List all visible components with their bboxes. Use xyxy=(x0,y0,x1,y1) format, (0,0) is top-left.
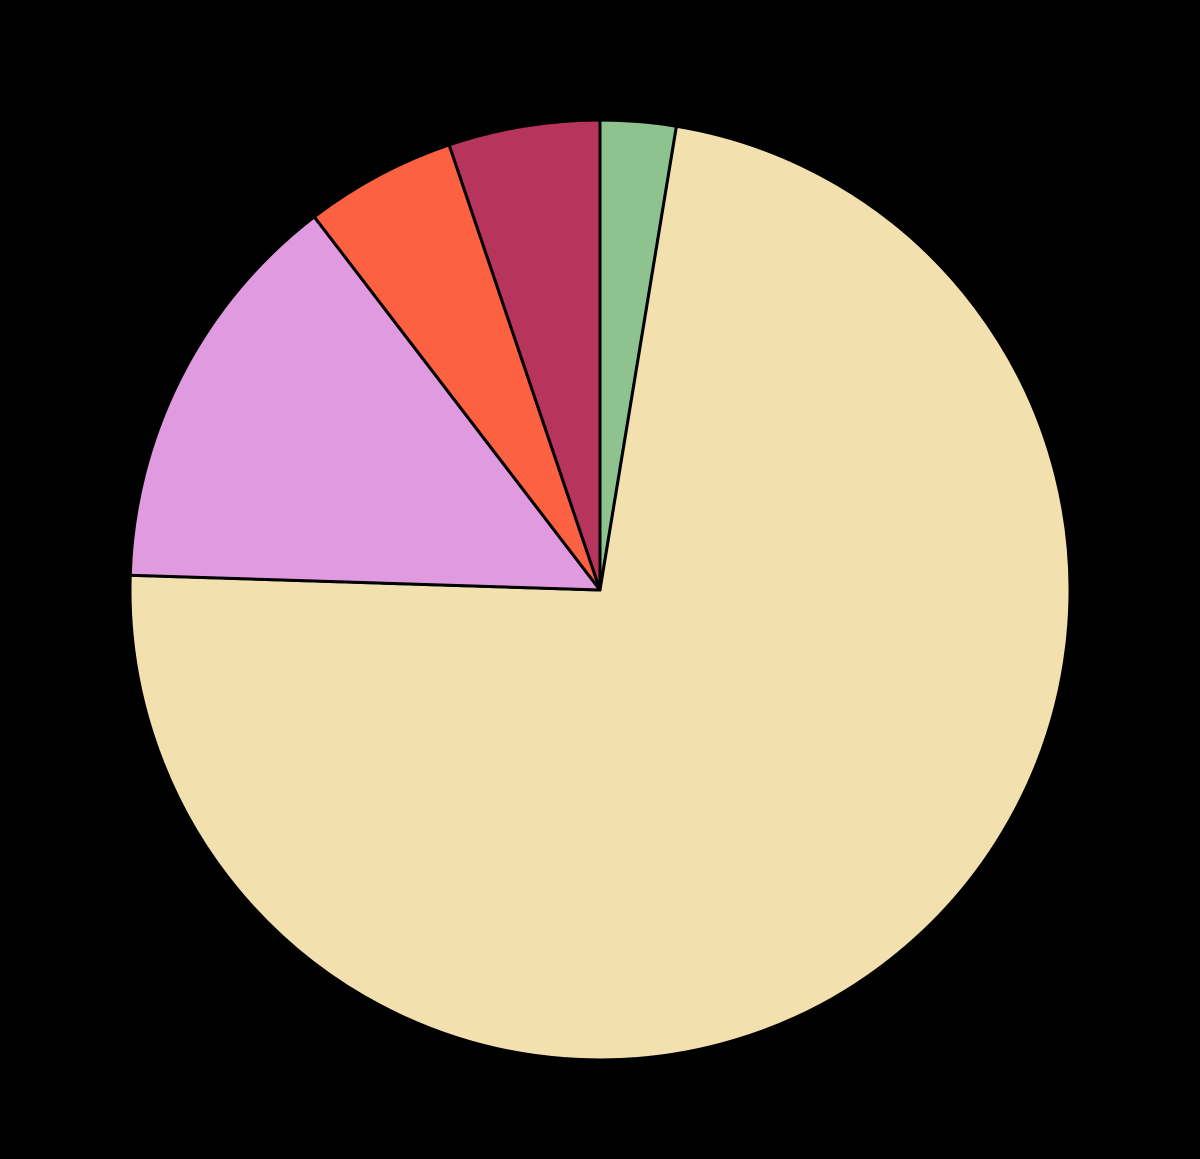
pie-chart xyxy=(0,0,1200,1159)
pie-chart-container xyxy=(0,0,1200,1159)
